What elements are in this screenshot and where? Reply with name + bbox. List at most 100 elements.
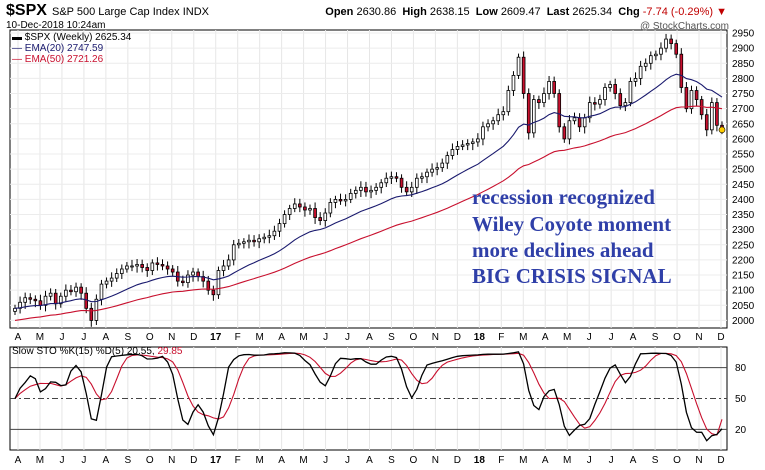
x-tick-label: J bbox=[81, 455, 86, 466]
candle-body bbox=[460, 144, 465, 147]
x-tick-label: A bbox=[630, 455, 637, 466]
candle-body bbox=[303, 206, 307, 211]
x-tick-label: M bbox=[255, 455, 263, 466]
last-value: 2625.34 bbox=[572, 6, 613, 18]
x-tick-label: J bbox=[59, 332, 64, 343]
x-tick-label: J bbox=[323, 332, 328, 343]
candle-body bbox=[394, 176, 399, 179]
annotation-line-1: recession recognized bbox=[472, 185, 655, 209]
chg-value: -7.74 (-0.29%) bbox=[642, 6, 714, 18]
candle-body bbox=[343, 199, 348, 202]
y-tick-label: 2850 bbox=[732, 59, 755, 70]
candle-body bbox=[69, 289, 73, 293]
candle-body bbox=[445, 155, 450, 164]
candle-body bbox=[496, 114, 501, 122]
candle-body bbox=[257, 238, 261, 243]
index-name-text: S&P 500 Large Cap Index bbox=[52, 6, 180, 18]
sto-tick-label: 50 bbox=[735, 394, 747, 405]
sto-label: Slow STO %K(15) %D(5) bbox=[12, 346, 125, 357]
candle-body bbox=[450, 149, 455, 156]
x-tick-label: J bbox=[609, 332, 614, 343]
x-tick-label: 17 bbox=[210, 455, 222, 466]
ema20-line bbox=[14, 73, 723, 309]
candle-body bbox=[196, 271, 200, 277]
high-label: High bbox=[402, 6, 427, 18]
x-tick-label: A bbox=[278, 332, 285, 343]
y-tick-label: 2650 bbox=[732, 119, 755, 130]
candle-body bbox=[603, 87, 607, 100]
candle-body bbox=[547, 81, 551, 94]
x-tick-label: A bbox=[103, 455, 110, 466]
annotation-line-3: more declines ahead bbox=[472, 238, 654, 262]
x-tick-label: N bbox=[432, 332, 439, 343]
candle-body bbox=[455, 146, 460, 150]
x-tick-label: A bbox=[630, 332, 637, 343]
x-tick-label: F bbox=[498, 332, 504, 343]
candle-body bbox=[684, 87, 689, 110]
x-tick-label: J bbox=[609, 455, 614, 466]
x-tick-label: A bbox=[15, 455, 22, 466]
candle-body bbox=[221, 265, 226, 271]
y-tick-label: 2350 bbox=[732, 210, 755, 221]
candle-body bbox=[379, 182, 384, 188]
candle-body bbox=[384, 177, 389, 184]
candle-body bbox=[715, 102, 719, 126]
x-tick-label: J bbox=[345, 455, 350, 466]
last-label: Last bbox=[546, 6, 570, 18]
x-tick-label: J bbox=[345, 332, 350, 343]
y-tick-label: 2200 bbox=[732, 255, 755, 266]
x-tick-label: J bbox=[323, 455, 328, 466]
candle-body bbox=[236, 242, 241, 246]
x-tick-label: N bbox=[168, 332, 175, 343]
legend-ema50-swatch: — bbox=[12, 54, 22, 65]
candle-body bbox=[435, 167, 439, 170]
candle-body bbox=[211, 289, 216, 296]
legend-ema20-swatch: — bbox=[12, 43, 22, 54]
y-tick-label: 2700 bbox=[732, 104, 755, 115]
candle-body bbox=[532, 99, 536, 134]
y-tick-label: 2550 bbox=[732, 150, 755, 161]
candle-body bbox=[114, 273, 119, 279]
candle-body bbox=[628, 81, 633, 104]
low-value: 2609.47 bbox=[500, 6, 541, 18]
sto-k-line bbox=[14, 351, 723, 442]
candle-body bbox=[145, 267, 150, 271]
candle-body bbox=[216, 270, 221, 296]
x-tick-label: O bbox=[146, 332, 154, 343]
x-tick-label: M bbox=[563, 455, 571, 466]
candle-body bbox=[679, 53, 684, 88]
candle-body bbox=[74, 286, 78, 293]
candle-body bbox=[109, 277, 114, 282]
candle-body bbox=[318, 217, 322, 221]
y-tick-label: 2300 bbox=[732, 225, 755, 236]
candle-body bbox=[506, 90, 511, 113]
candle-body bbox=[613, 84, 617, 94]
x-tick-label: F bbox=[235, 332, 241, 343]
candle-body bbox=[165, 265, 170, 270]
candle-body bbox=[348, 192, 353, 200]
price-panel bbox=[9, 29, 728, 329]
candle-body bbox=[89, 307, 94, 321]
x-tick-label: A bbox=[366, 455, 373, 466]
candle-body bbox=[669, 38, 673, 45]
y-tick-label: 2050 bbox=[732, 301, 755, 312]
x-tick-label: A bbox=[366, 332, 373, 343]
x-tick-label: D bbox=[717, 332, 724, 343]
last-price-marker bbox=[718, 126, 726, 134]
candle-body bbox=[328, 202, 333, 214]
x-tick-label: A bbox=[103, 332, 110, 343]
x-tick-label: O bbox=[410, 455, 418, 466]
candle-body bbox=[430, 168, 434, 173]
candle-body bbox=[659, 47, 663, 55]
candle-body bbox=[150, 262, 155, 271]
candle-body bbox=[84, 292, 89, 309]
ema50-line bbox=[14, 105, 723, 321]
candle-body bbox=[120, 268, 124, 274]
high-value: 2638.15 bbox=[429, 6, 470, 18]
candle-body bbox=[135, 264, 139, 267]
candle-body bbox=[567, 120, 572, 140]
candle-body bbox=[476, 138, 480, 143]
x-tick-label: N bbox=[432, 455, 439, 466]
exchange-label: INDX bbox=[182, 6, 209, 18]
candle-body bbox=[181, 280, 185, 284]
